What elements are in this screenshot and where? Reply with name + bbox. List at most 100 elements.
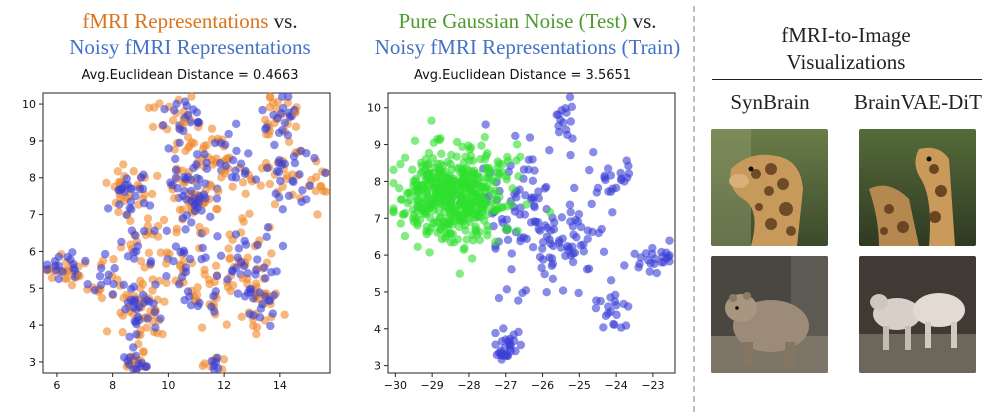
noisy-fmri-train-point (518, 288, 527, 298)
noisy-fmri-point (54, 261, 64, 271)
gaussian-noise-point (416, 158, 426, 168)
noisy-fmri-train-point (604, 187, 613, 196)
gaussian-noise-point (465, 187, 475, 196)
noisy-fmri-point (136, 173, 146, 182)
noisy-fmri-point (131, 191, 140, 201)
fmri-point (212, 204, 221, 214)
noisy-fmri-point (128, 343, 138, 352)
panel1-title-vs: vs. (273, 9, 298, 33)
noisy-fmri-point (255, 313, 265, 322)
fmri-point (219, 355, 229, 364)
noisy-fmri-train-point (584, 264, 594, 273)
panel1-title-colored: fMRI Representations (82, 9, 269, 33)
noisy-fmri-train-point (554, 127, 564, 137)
noisy-fmri-train-point (606, 171, 616, 180)
noisy-fmri-point (310, 153, 319, 163)
gaussian-noise-point (396, 219, 405, 228)
noisy-fmri-point (123, 252, 133, 261)
noisy-fmri-point (42, 265, 52, 274)
noisy-fmri-point (63, 252, 72, 262)
noisy-fmri-point (177, 272, 187, 282)
fmri-point (198, 361, 208, 371)
noisy-fmri-point (213, 232, 222, 241)
gaussian-noise-point (474, 196, 483, 205)
plot1-xtick-label: −28 (457, 379, 480, 392)
gaussian-noise-point (465, 145, 475, 154)
plot1-ytick-label: 4 (374, 323, 381, 336)
noisy-fmri-point (186, 118, 195, 127)
fmri-point (200, 265, 209, 275)
gaussian-noise-point (424, 148, 434, 158)
fmri-point (238, 214, 247, 223)
fmri-point (75, 271, 84, 281)
gaussian-noise-point (422, 229, 431, 239)
noisy-fmri-point (295, 170, 304, 179)
gaussian-noise-point (514, 172, 523, 181)
gaussian-noise-point (493, 164, 502, 173)
noisy-fmri-train-point (502, 285, 512, 294)
noisy-fmri-train-point (529, 193, 539, 202)
gaussian-noise-point (400, 153, 410, 162)
noisy-fmri-point (284, 92, 293, 101)
gaussian-noise-point (447, 184, 456, 194)
noisy-fmri-point (298, 186, 307, 195)
noisy-fmri-point (108, 290, 117, 299)
fmri-point (241, 189, 250, 199)
noisy-fmri-train-point (657, 247, 666, 257)
noisy-fmri-point (209, 291, 218, 301)
noisy-fmri-point (305, 181, 315, 190)
noisy-fmri-train-point (592, 296, 601, 305)
noisy-fmri-train-point (599, 323, 608, 332)
fmri-point (98, 256, 108, 265)
fmri-point (67, 280, 77, 290)
fmri-point (160, 297, 169, 306)
noisy-fmri-train-point (611, 290, 620, 300)
noisy-fmri-point (221, 161, 231, 171)
gaussian-noise-point (413, 195, 423, 204)
noisy-fmri-train-point (496, 348, 505, 358)
gaussian-noise-point (461, 226, 470, 235)
gaussian-noise-point (508, 184, 517, 193)
fmri-point (126, 216, 135, 226)
plot0-axes-frame (42, 92, 331, 374)
noisy-fmri-point (302, 195, 311, 204)
fmri-point (238, 178, 248, 187)
noisy-fmri-point (228, 155, 238, 165)
noisy-fmri-point (129, 282, 139, 291)
noisy-fmri-point (240, 236, 249, 246)
noisy-fmri-train-point (545, 253, 554, 262)
noisy-fmri-train-point (516, 233, 526, 243)
gaussian-noise-point (459, 158, 469, 167)
noisy-fmri-point (234, 244, 244, 253)
noisy-fmri-train-point (497, 214, 507, 224)
plot1-xtick-label: −24 (605, 379, 628, 392)
noisy-fmri-point (171, 165, 181, 175)
gaussian-noise-point (475, 188, 485, 198)
noisy-fmri-train-point (636, 253, 646, 262)
gaussian-noise-point (442, 231, 451, 241)
noisy-fmri-train-point (538, 244, 547, 253)
fmri-point (113, 167, 123, 176)
gaussian-noise-point (446, 238, 456, 247)
noisy-fmri-point (253, 255, 262, 264)
plot0-xtick-label: 6 (53, 379, 60, 392)
scatter-plot-1: 6 8 10 12 14 3 4 5 6 7 8 9 10 (22, 92, 331, 392)
noisy-fmri-train-point (591, 303, 601, 313)
noisy-fmri-point (103, 276, 112, 286)
noisy-fmri-point (193, 118, 203, 127)
noisy-fmri-point (236, 159, 246, 168)
noisy-fmri-point (110, 264, 119, 273)
noisy-fmri-point (231, 119, 241, 129)
noisy-fmri-train-point (504, 336, 513, 346)
noisy-fmri-train-point (603, 309, 613, 318)
gaussian-noise-point (452, 152, 461, 161)
noisy-fmri-point (276, 176, 285, 186)
noisy-fmri-point (127, 205, 136, 214)
noisy-fmri-point (280, 118, 290, 127)
noisy-fmri-train-point (554, 110, 563, 119)
noisy-fmri-train-point (652, 268, 661, 278)
gaussian-noise-point (403, 189, 412, 198)
fmri-point (162, 278, 171, 288)
gaussian-noise-point (439, 196, 448, 205)
noisy-fmri-point (237, 258, 246, 267)
